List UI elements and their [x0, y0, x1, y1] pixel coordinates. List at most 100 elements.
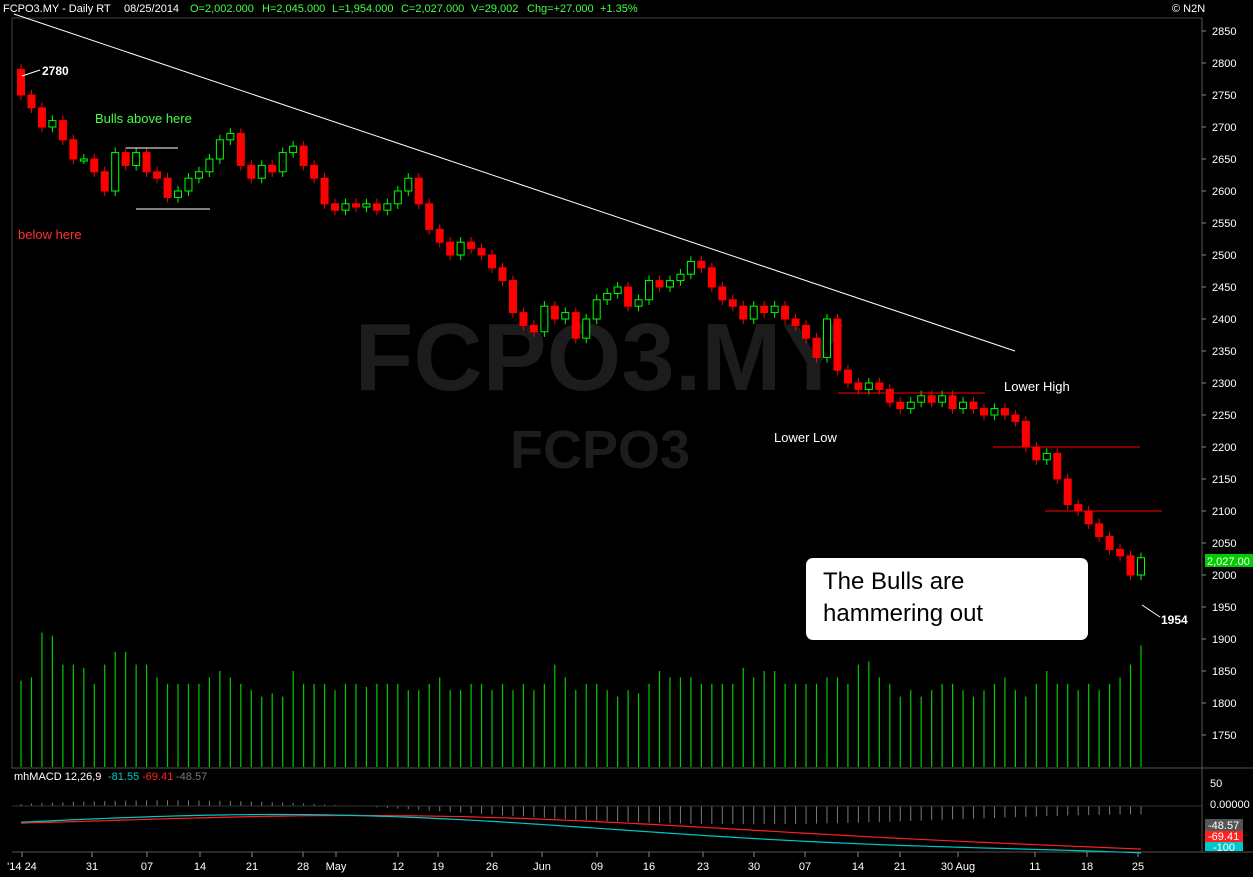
- candle-body: [613, 286, 622, 294]
- candle-body: [27, 94, 36, 109]
- candle-body: [843, 369, 852, 384]
- header-symbol: FCPO3.MY - Daily RT: [3, 3, 111, 15]
- price-tick-label: 2850: [1212, 26, 1236, 38]
- price-tick-label: 2600: [1212, 186, 1236, 198]
- candle-body: [1084, 510, 1093, 525]
- candle-body: [184, 177, 193, 192]
- header-date: 08/25/2014: [124, 3, 179, 15]
- price-tick-label: 1850: [1212, 666, 1236, 678]
- candle-body: [718, 286, 727, 301]
- candle-body: [707, 267, 716, 288]
- macd-value: -81.55: [108, 771, 139, 783]
- candle-body: [634, 299, 643, 307]
- watermark-main: FCPO3.MY: [355, 304, 846, 411]
- candle-body: [446, 241, 455, 256]
- candle-body: [498, 267, 507, 282]
- candle-body: [697, 260, 706, 269]
- price-tick-label: 2350: [1212, 346, 1236, 358]
- lower-low-label: Lower Low: [774, 430, 837, 445]
- date-tick-label: 28: [297, 861, 309, 873]
- candle-body: [728, 299, 737, 307]
- candle-body: [383, 203, 392, 211]
- date-tick-label: 25: [1132, 861, 1144, 873]
- date-tick-label: 14: [194, 861, 206, 873]
- candle-body: [571, 312, 580, 339]
- candle-body: [236, 132, 245, 166]
- header-change-pct: +1.35%: [600, 3, 638, 15]
- candle-body: [1042, 452, 1051, 461]
- candle-body: [320, 177, 329, 205]
- candle-body: [603, 292, 612, 301]
- callout-line-2: hammering out: [823, 600, 984, 627]
- candle-body: [425, 203, 434, 230]
- macd-tick-signal: -69.41: [1208, 831, 1239, 843]
- candle-body: [938, 395, 947, 403]
- date-tick-label: Jun: [533, 861, 551, 873]
- candle-body: [896, 401, 905, 410]
- candle-body: [540, 305, 549, 333]
- price-tick-label: 2250: [1212, 410, 1236, 422]
- candle-body: [665, 280, 674, 288]
- candle-body: [121, 152, 130, 166]
- candle-body: [791, 318, 800, 326]
- header-high: H=2,045.000: [262, 3, 325, 15]
- candle-body: [79, 158, 88, 162]
- candle-body: [969, 401, 978, 410]
- candle-body: [770, 305, 779, 314]
- candle-body: [1095, 523, 1104, 538]
- signal-line: [20, 814, 1142, 850]
- candle-body: [1063, 478, 1072, 506]
- candle-body: [414, 177, 423, 205]
- candle-body: [927, 395, 936, 403]
- price-tick-label: 1900: [1212, 634, 1236, 646]
- candle-body: [331, 203, 340, 211]
- candle-body: [477, 248, 486, 256]
- high-pointer: [21, 69, 41, 77]
- candle-body: [1137, 557, 1145, 576]
- candle-body: [1053, 452, 1062, 480]
- candle-body: [299, 145, 308, 166]
- macd-tick-100: -100: [1213, 842, 1235, 854]
- candle-body: [226, 132, 235, 141]
- header-volume: V=29,002: [471, 3, 518, 15]
- candle-body: [655, 280, 664, 288]
- date-tick-label: 31: [86, 861, 98, 873]
- candle-body: [979, 408, 988, 416]
- volume-bars: [20, 632, 1142, 767]
- candle-body: [529, 324, 538, 333]
- candle-body: [163, 177, 172, 198]
- candle-body: [990, 408, 999, 416]
- low-label: 1954: [1161, 613, 1188, 627]
- watermark-sub: FCPO3: [510, 420, 690, 480]
- candle-body: [111, 152, 120, 192]
- candle-body: [1000, 408, 1009, 416]
- macd-tick-hist: -48.57: [1208, 820, 1239, 832]
- date-tick-label: 21: [894, 861, 906, 873]
- low-pointer: [1141, 604, 1161, 618]
- candle-body: [1074, 504, 1083, 512]
- candle-body: [1105, 536, 1114, 550]
- hist-badge: [1205, 819, 1243, 831]
- price-tick-label: 2150: [1212, 474, 1236, 486]
- price-tick-label: 1750: [1212, 730, 1236, 742]
- candle-body: [58, 120, 67, 141]
- candle-body: [885, 388, 894, 403]
- candle-body: [488, 254, 497, 269]
- price-tick-label: 2650: [1212, 154, 1236, 166]
- header-low: L=1,954.000: [332, 3, 393, 15]
- price-tick-label: 2100: [1212, 506, 1236, 518]
- candle-body: [812, 337, 821, 358]
- price-tick-label: 2500: [1212, 250, 1236, 262]
- candle-body: [739, 305, 748, 320]
- callout-line-1: The Bulls are: [823, 568, 965, 595]
- candle-body: [435, 228, 444, 243]
- macd-line: [20, 813, 1142, 854]
- price-tick-label: 2400: [1212, 314, 1236, 326]
- date-tick-label: 14: [852, 861, 864, 873]
- candle-body: [48, 120, 57, 128]
- candle-body: [1032, 446, 1041, 461]
- candle-body: [550, 305, 559, 320]
- price-tick-label: 2700: [1212, 122, 1236, 134]
- candle-body: [215, 139, 224, 160]
- candle-body: [404, 177, 413, 192]
